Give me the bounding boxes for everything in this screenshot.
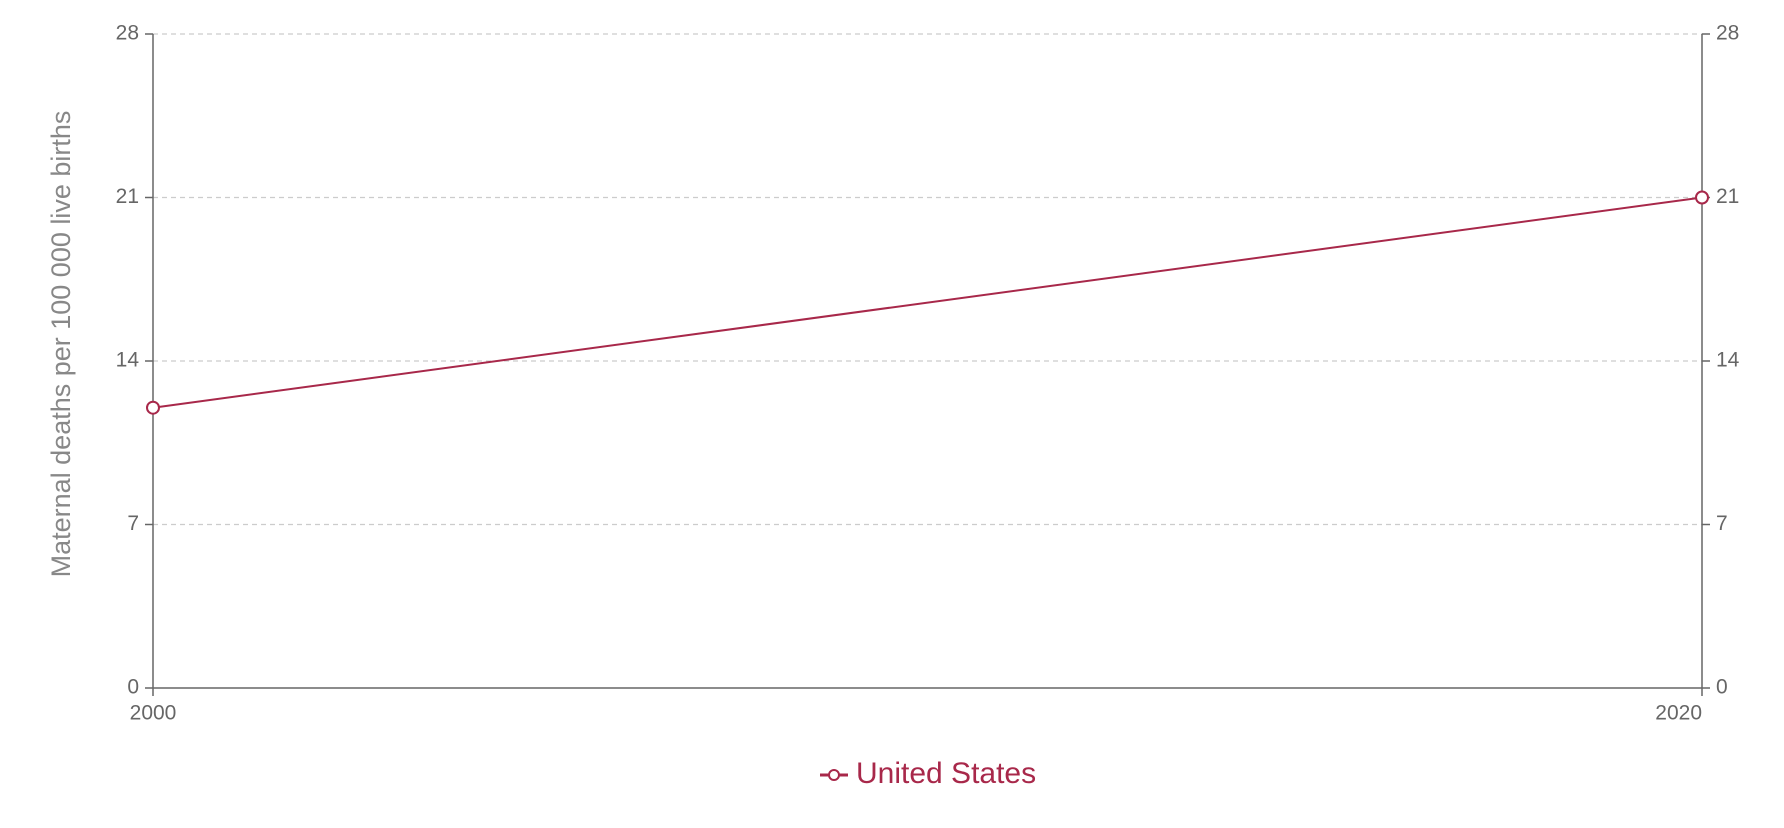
y-tick-label: 14 xyxy=(116,349,140,372)
y-tick-label: 28 xyxy=(116,22,139,45)
y2-tick-label: 21 xyxy=(1716,185,1739,208)
series-line xyxy=(152,196,1703,409)
y-tick-label: 7 xyxy=(127,512,139,535)
y2-tick-label: 7 xyxy=(1716,512,1728,535)
legend-marker xyxy=(828,769,840,781)
y-axis-label: Maternal deaths per 100 000 live births xyxy=(46,111,76,578)
data-point xyxy=(1695,190,1709,205)
legend-label: United States xyxy=(856,757,1036,790)
y2-tick-label: 14 xyxy=(1716,349,1740,372)
x-tick-label: 2000 xyxy=(130,702,177,725)
y2-tick-label: 28 xyxy=(1716,22,1739,45)
y-tick-label: 21 xyxy=(116,185,139,208)
x-tick-label: 2020 xyxy=(1655,702,1702,725)
y2-tick-label: 0 xyxy=(1716,676,1728,699)
y-tick-label: 0 xyxy=(127,676,139,699)
data-point xyxy=(146,400,160,415)
